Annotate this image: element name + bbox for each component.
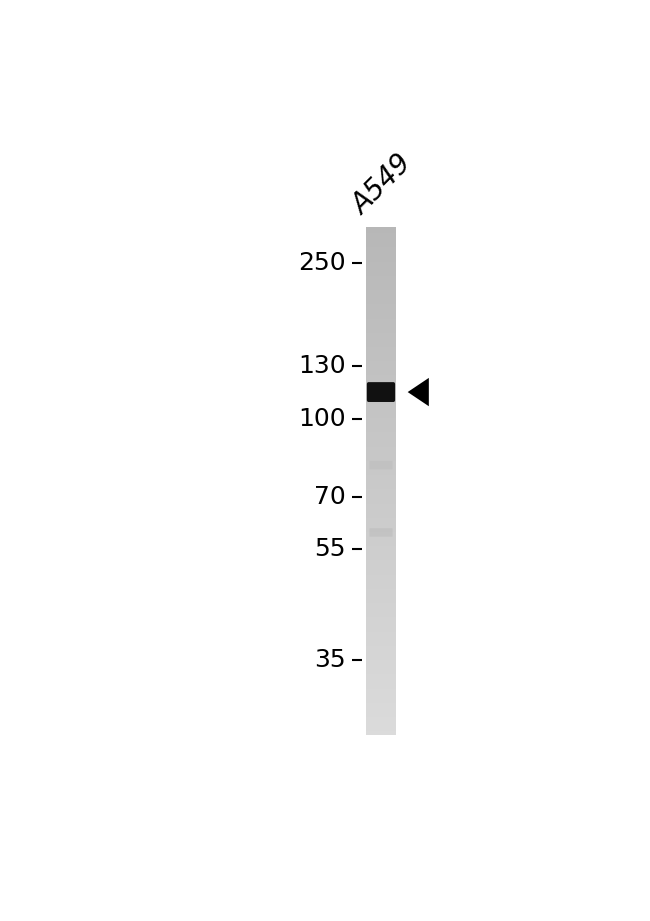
Text: 250: 250 [298,251,346,275]
Text: 100: 100 [298,407,346,431]
Text: A549: A549 [346,150,417,220]
Text: 55: 55 [314,537,346,561]
Text: 35: 35 [314,648,346,672]
FancyBboxPatch shape [367,382,395,402]
Polygon shape [408,378,429,406]
Text: 70: 70 [314,485,346,509]
FancyBboxPatch shape [369,529,393,537]
FancyBboxPatch shape [369,460,393,470]
Text: 130: 130 [298,354,346,378]
